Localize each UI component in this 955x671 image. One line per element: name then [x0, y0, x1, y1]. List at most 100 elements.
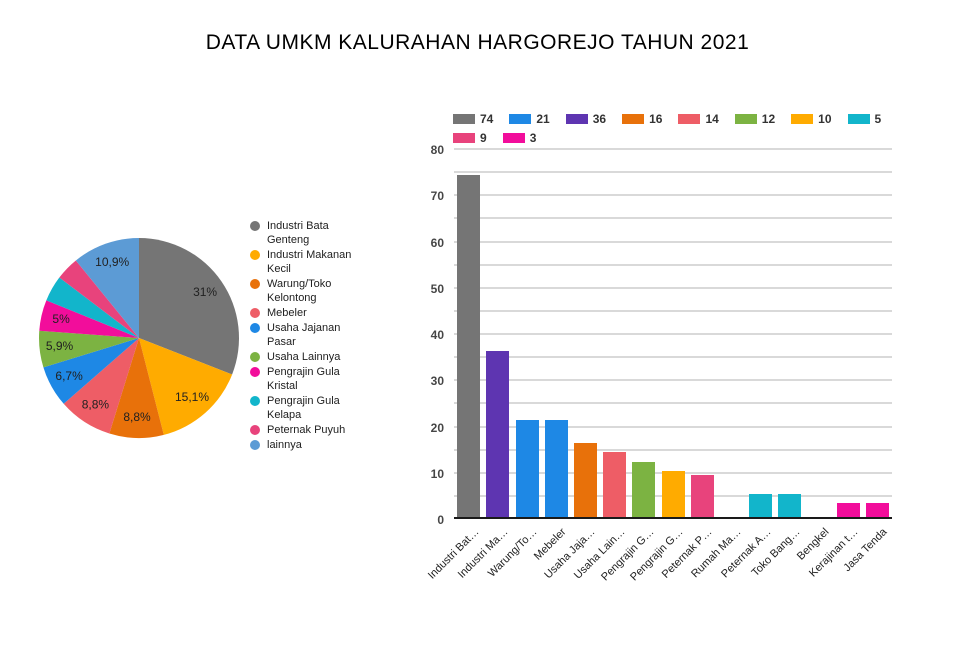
pie-slice-lainnya[interactable] [75, 238, 139, 338]
gridline-70 [454, 194, 892, 197]
bar-mebeler-21[interactable] [544, 419, 568, 517]
pie-legend-label: Usaha Jajanan Pasar [267, 322, 341, 348]
pie-legend-label: Usaha Lainnya [267, 351, 341, 363]
pie-slice-percent-label: 31% [193, 285, 217, 299]
page-title: DATA UMKM KALURAHAN HARGOREJO TAHUN 2021 [205, 31, 750, 54]
bar-toko-bang-5[interactable] [778, 493, 802, 517]
pie-slice-percent-label: 8,8% [82, 397, 110, 411]
bar-legend-label: 36 [592, 112, 607, 126]
pie-slice-mebeler[interactable] [63, 338, 139, 434]
pie-slice-percent-label: 8,8% [123, 410, 151, 424]
bar-usaha-lain-14[interactable] [603, 452, 627, 517]
bar-peternak-p-9[interactable] [690, 475, 714, 517]
bar-legend-item-10[interactable]: 10 [791, 112, 832, 126]
bar-legend-label: 12 [761, 112, 776, 126]
pie-legend-item-pengrajin-gula-kristal[interactable]: Pengrajin Gula Kristal [250, 365, 385, 393]
pie-legend-item-lainnya[interactable]: lainnya [250, 438, 385, 452]
pie-slice-industri-bata-genteng[interactable] [139, 238, 239, 375]
pie-slice-percent-label: 6,7% [55, 369, 83, 383]
bar-industri-ma-36[interactable] [486, 350, 510, 517]
y-axis-label-40: 40 [430, 328, 444, 342]
y-axis-label-50: 50 [430, 281, 444, 296]
bar-industri-bat-74[interactable] [457, 174, 481, 517]
pie-slice-pengrajin-gula-kristal[interactable] [39, 300, 139, 338]
pie-slice-usaha-jajanan-pasar[interactable] [43, 338, 139, 404]
gridline-80 [454, 148, 892, 150]
pie-legend-item-usaha-lainnya[interactable]: Usaha Lainnya [250, 350, 385, 364]
bar-legend-label: 9 [480, 131, 487, 145]
bar-legend-item-14[interactable]: 14 [678, 112, 719, 126]
bar-legend-item-74[interactable]: 74 [453, 112, 493, 126]
pie-slice-peternak-puyuh[interactable] [59, 260, 139, 338]
gridline-55 [454, 263, 892, 266]
pie-legend-item-industri-bata-genteng[interactable]: Industri Bata Genteng [250, 219, 385, 247]
pie-legend-label: lainnya [267, 439, 302, 451]
gridline-30 [454, 379, 892, 382]
pie-legend-label: Industri Bata Genteng [267, 220, 329, 246]
legend-dot-icon [250, 308, 260, 318]
bar-legend-item-21[interactable]: 21 [509, 112, 550, 126]
bar-pengrajin-g-10[interactable] [661, 470, 685, 517]
y-axis-label-10: 10 [430, 466, 444, 481]
legend-swatch-icon [734, 114, 757, 124]
bar-usaha-jaja-16[interactable] [573, 443, 597, 517]
pie-chart[interactable]: 31% 15,1% 8,8% 8,8% 6,7% 5,9% 5% 10,9% [34, 233, 244, 443]
legend-swatch-icon [509, 114, 532, 124]
pie-legend-item-peternak-puyuh[interactable]: Peternak Puyuh [250, 423, 385, 437]
pie-slice-pengrajin-gula-kelapa[interactable] [46, 277, 140, 338]
gridline-20 [454, 425, 892, 428]
legend-swatch-icon [453, 133, 475, 143]
legend-dot-icon [250, 396, 260, 406]
bar-legend-item-5[interactable]: 5 [847, 112, 882, 126]
legend-swatch-icon [791, 114, 814, 124]
bar-legend-item-12[interactable]: 12 [734, 112, 776, 126]
pie-legend-item-usaha-jajanan-pasar[interactable]: Usaha Jajanan Pasar [250, 321, 385, 349]
gridline-60 [454, 240, 892, 243]
gridline-50 [454, 286, 892, 289]
pie-legend-label: Warung/Toko Kelontong [267, 278, 332, 304]
bar-peternak-a-5[interactable] [749, 493, 773, 517]
gridline-25 [454, 402, 892, 405]
bar-legend-item-9[interactable]: 9 [453, 131, 487, 145]
pie-slice-warung-toko-kelontong[interactable] [109, 338, 164, 438]
legend-swatch-icon [622, 114, 645, 124]
gridline-40 [454, 333, 892, 335]
legend-swatch-icon [847, 114, 870, 124]
y-axis-label-80: 80 [430, 143, 444, 157]
legend-dot-icon [250, 367, 260, 377]
pie-legend-label: Peternak Puyuh [267, 424, 346, 436]
bar-legend-item-3[interactable]: 3 [502, 131, 536, 145]
pie-legend-label: Pengrajin Gula Kristal [267, 366, 340, 392]
pie-legend-label: Industri Makanan Kecil [267, 249, 352, 275]
bar-pengrajin-g-12[interactable] [632, 461, 656, 517]
x-axis-line [454, 517, 892, 519]
pie-slice-industri-makanan-kecil[interactable] [139, 338, 233, 435]
bar-legend: 74 21 36 16 14 12 10 5 9 3 [453, 112, 913, 145]
bar-jasa-tenda-3[interactable] [865, 503, 889, 517]
pie-legend-item-mebeler[interactable]: Mebeler [250, 306, 385, 320]
gridline-15 [454, 448, 892, 451]
legend-dot-icon [250, 323, 260, 333]
legend-swatch-icon [453, 114, 475, 124]
bar-legend-item-16[interactable]: 16 [622, 112, 662, 126]
bar-legend-label: 74 [480, 112, 494, 126]
pie-legend-item-pengrajin-gula-kelapa[interactable]: Pengrajin Gula Kelapa [250, 394, 385, 422]
legend-dot-icon [250, 221, 260, 231]
pie-legend-item-industri-makanan-kecil[interactable]: Industri Makanan Kecil [250, 248, 385, 276]
y-axis-label-30: 30 [430, 374, 444, 389]
pie-slice-usaha-lainnya[interactable] [38, 330, 139, 368]
pie-legend-item-warung-toko-kelontong[interactable]: Warung/Toko Kelontong [250, 277, 385, 305]
bar-warung-to-21[interactable] [515, 419, 539, 517]
bar-kerajinan-t-3[interactable] [836, 503, 860, 517]
legend-dot-icon [250, 352, 260, 362]
pie-legend: Industri Bata Genteng Industri Makanan Ke… [250, 219, 385, 453]
bar-legend-label: 21 [536, 112, 550, 126]
bar-legend-item-36[interactable]: 36 [565, 112, 607, 126]
y-axis-label-0: 0 [437, 513, 444, 527]
bar-legend-label: 5 [874, 112, 882, 126]
pie-slice-percent-label: 5% [52, 312, 70, 326]
bar-plot: 0 10 20 30 40 50 60 70 80 Industri Bat… Industri M… [425, 143, 892, 583]
gridline-45 [454, 309, 892, 312]
y-axis-label-20: 20 [430, 420, 444, 435]
